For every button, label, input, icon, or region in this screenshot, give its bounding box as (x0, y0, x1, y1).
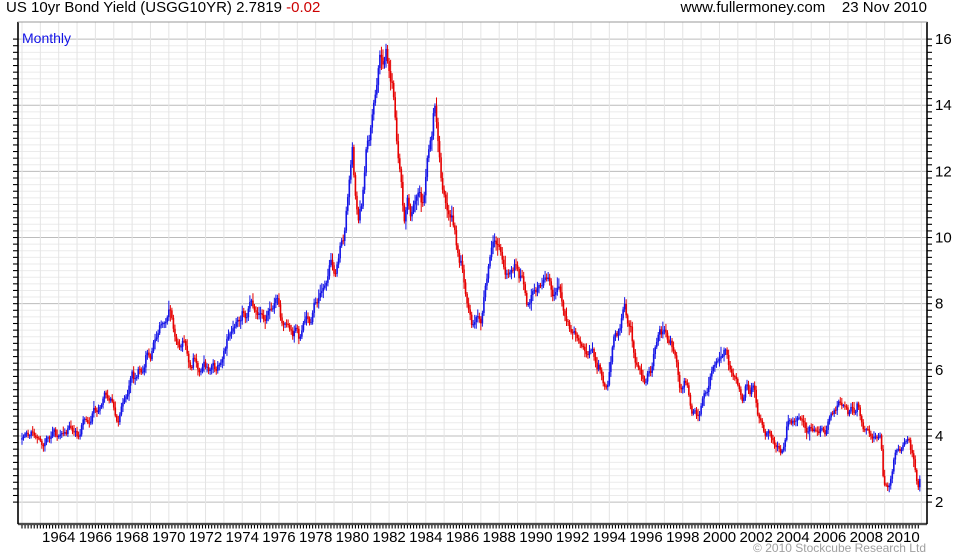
svg-text:1984: 1984 (409, 529, 442, 546)
svg-text:1970: 1970 (152, 529, 185, 546)
svg-text:16: 16 (935, 31, 952, 48)
svg-text:1972: 1972 (189, 529, 222, 546)
svg-text:1964: 1964 (42, 529, 75, 546)
svg-text:14: 14 (935, 97, 952, 114)
svg-text:1996: 1996 (629, 529, 662, 546)
svg-text:1990: 1990 (519, 529, 552, 546)
svg-text:1978: 1978 (299, 529, 332, 546)
svg-text:1974: 1974 (226, 529, 259, 546)
svg-text:6: 6 (935, 362, 943, 379)
svg-text:1994: 1994 (593, 529, 626, 546)
svg-text:1980: 1980 (336, 529, 369, 546)
svg-text:10: 10 (935, 230, 952, 247)
svg-text:2: 2 (935, 494, 943, 511)
svg-text:1986: 1986 (446, 529, 479, 546)
svg-text:12: 12 (935, 163, 952, 180)
svg-text:1976: 1976 (262, 529, 295, 546)
svg-text:8: 8 (935, 296, 943, 313)
svg-text:4: 4 (935, 428, 943, 445)
svg-text:1992: 1992 (556, 529, 589, 546)
svg-text:1968: 1968 (115, 529, 148, 546)
svg-text:1982: 1982 (372, 529, 405, 546)
svg-text:1966: 1966 (79, 529, 112, 546)
svg-text:1998: 1998 (666, 529, 699, 546)
svg-text:2000: 2000 (703, 529, 736, 546)
svg-text:1988: 1988 (483, 529, 516, 546)
